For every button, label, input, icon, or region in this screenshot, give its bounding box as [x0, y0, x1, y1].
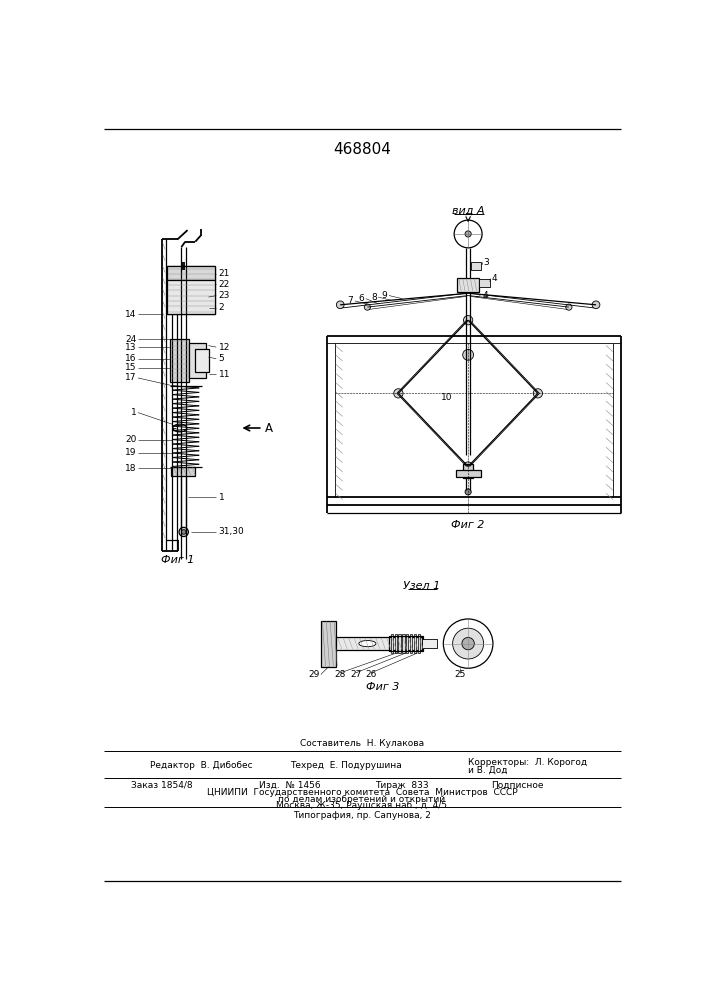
Circle shape	[462, 349, 474, 360]
Text: 1: 1	[218, 493, 224, 502]
Ellipse shape	[359, 641, 376, 647]
Bar	[414, 634, 416, 653]
Text: 11: 11	[218, 370, 230, 379]
Text: Типография, пр. Сапунова, 2: Типография, пр. Сапунова, 2	[293, 811, 431, 820]
Text: 5: 5	[218, 354, 224, 363]
Text: Техред  Е. Подурушина: Техред Е. Подурушина	[290, 761, 402, 770]
Circle shape	[337, 301, 344, 309]
Text: 4: 4	[491, 274, 497, 283]
Bar	[472, 262, 481, 270]
Bar	[395, 634, 397, 653]
Text: 19: 19	[125, 448, 136, 457]
Bar	[389, 636, 423, 651]
Text: 15: 15	[125, 363, 136, 372]
Text: 9: 9	[382, 291, 387, 300]
Text: 22: 22	[218, 280, 230, 289]
Bar	[410, 634, 412, 653]
Text: 31,30: 31,30	[218, 527, 245, 536]
Text: 21: 21	[218, 269, 230, 278]
Text: по делам изобретений и открытий: по делам изобретений и открытий	[279, 795, 445, 804]
Text: 3: 3	[484, 258, 489, 267]
Bar	[391, 634, 393, 653]
Bar	[337, 637, 421, 650]
Circle shape	[465, 489, 472, 495]
Bar	[168, 266, 216, 280]
Text: Фиг 3: Фиг 3	[366, 682, 399, 692]
Circle shape	[394, 389, 403, 398]
Circle shape	[364, 304, 370, 310]
Text: 10: 10	[441, 393, 452, 402]
Circle shape	[592, 301, 600, 309]
Bar	[170, 339, 189, 382]
Text: 12: 12	[218, 343, 230, 352]
Bar	[418, 634, 420, 653]
Bar	[406, 634, 409, 653]
Text: 18: 18	[125, 464, 136, 473]
Bar	[321, 620, 337, 667]
Text: 1: 1	[131, 408, 136, 417]
Text: Изд.  № 1456: Изд. № 1456	[259, 781, 320, 790]
Text: Заказ 1854/8: Заказ 1854/8	[131, 781, 192, 790]
Bar	[479, 279, 490, 287]
Circle shape	[182, 530, 186, 534]
Text: вид A: вид A	[452, 206, 484, 216]
Text: 7: 7	[348, 296, 354, 305]
Circle shape	[462, 637, 474, 650]
Text: 24: 24	[125, 335, 136, 344]
Text: ЦНИИПИ  Государственного комитета  Совета  Министров  СССР: ЦНИИПИ Государственного комитета Совета …	[206, 788, 518, 797]
Bar	[456, 470, 481, 477]
Bar	[421, 639, 437, 648]
Text: 29: 29	[308, 670, 320, 679]
Text: 8: 8	[371, 293, 377, 302]
Circle shape	[452, 628, 484, 659]
Text: Подписное: Подписное	[491, 781, 544, 790]
Circle shape	[443, 619, 493, 668]
Text: 4: 4	[482, 291, 488, 300]
Bar	[398, 634, 401, 653]
Text: Составитель  Н. Кулакова: Составитель Н. Кулакова	[300, 739, 424, 748]
Circle shape	[464, 316, 473, 325]
Text: Редактор  В. Дибобес: Редактор В. Дибобес	[151, 761, 253, 770]
Text: Фиг 1: Фиг 1	[160, 555, 194, 565]
Bar	[171, 466, 194, 476]
Circle shape	[566, 304, 572, 310]
Text: 26: 26	[366, 670, 377, 679]
Bar	[464, 464, 473, 478]
Text: 17: 17	[125, 373, 136, 382]
Text: Фиг 2: Фиг 2	[452, 520, 485, 530]
Bar	[194, 349, 209, 372]
Text: 16: 16	[125, 354, 136, 363]
Bar	[189, 343, 206, 378]
Circle shape	[454, 220, 482, 248]
Circle shape	[179, 527, 188, 537]
Circle shape	[464, 462, 473, 471]
Circle shape	[465, 231, 472, 237]
Text: Корректоры:  Л. Корогод: Корректоры: Л. Корогод	[468, 758, 588, 767]
Bar	[402, 634, 404, 653]
Text: 23: 23	[218, 291, 230, 300]
Text: A: A	[265, 422, 273, 434]
Bar	[168, 280, 216, 314]
Text: 14: 14	[125, 310, 136, 319]
Text: 2: 2	[218, 303, 224, 312]
Text: 13: 13	[125, 343, 136, 352]
Text: Тираж  833: Тираж 833	[375, 781, 428, 790]
Text: 468804: 468804	[333, 142, 391, 157]
Bar	[168, 266, 216, 314]
Circle shape	[533, 389, 542, 398]
Text: 25: 25	[455, 670, 466, 679]
Text: Узел 1: Узел 1	[403, 581, 440, 591]
Text: 20: 20	[125, 435, 136, 444]
Text: 27: 27	[350, 670, 361, 679]
Text: Москва, Ж-35, Раушская наб., д. 4/5: Москва, Ж-35, Раушская наб., д. 4/5	[276, 801, 448, 810]
Text: и В. Дод: и В. Дод	[468, 765, 508, 774]
Bar	[457, 278, 479, 292]
Text: 6: 6	[358, 294, 364, 303]
Text: 28: 28	[334, 670, 346, 679]
